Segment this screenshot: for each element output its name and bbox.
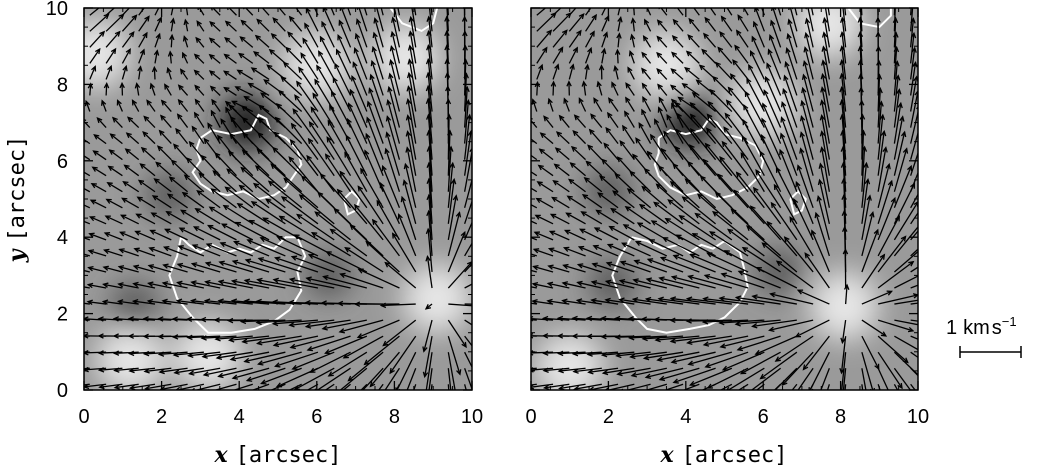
x-tick-label: 8 — [835, 406, 846, 428]
scale-bar-label: 1 km s−1 — [946, 314, 1017, 339]
y-tick-label: 4 — [57, 227, 68, 249]
left-y-tick-labels: 0 2 4 6 8 10 — [46, 0, 68, 402]
velocity-arrow — [425, 384, 432, 428]
dark-region — [584, 167, 632, 215]
y-tick-label: 10 — [46, 0, 68, 20]
x-tick-label: 2 — [156, 406, 167, 428]
x-tick-label: 0 — [78, 406, 89, 428]
x-tick-label: 10 — [907, 406, 929, 428]
left-x-tick-labels: 0 2 4 6 8 10 — [78, 406, 483, 428]
y-tick-label: 2 — [57, 304, 68, 326]
x-tick-label: 2 — [603, 406, 614, 428]
x-tick-label: 6 — [758, 406, 769, 428]
velocity-arrow — [448, 384, 453, 429]
velocity-scale-bar: 1 km s−1 — [946, 314, 1021, 358]
dark-region — [110, 282, 158, 330]
x-tick-label: 0 — [525, 406, 536, 428]
right-x-tick-labels: 0 2 4 6 8 10 — [525, 406, 929, 428]
bright-region — [536, 333, 604, 401]
velocity-arrow — [862, 384, 869, 428]
x-tick-label: 6 — [311, 406, 322, 428]
left-y-axis-label: y[arcsec] — [4, 136, 30, 264]
x-tick-label: 4 — [234, 406, 245, 428]
right-panel: 0 2 4 6 8 10 x [arcsec] — [513, 0, 955, 468]
y-tick-label: 6 — [57, 151, 68, 173]
left-x-axis-label: x [arcsec] — [213, 442, 341, 468]
y-tick-label: 0 — [57, 380, 68, 402]
x-tick-label: 8 — [389, 406, 400, 428]
right-x-axis-label: x [arcsec] — [659, 442, 787, 468]
x-tick-label: 4 — [680, 406, 691, 428]
left-panel: 0 2 4 6 8 10 0 2 4 6 8 10 x [arcsec] y[arcsec] — [4, 0, 504, 468]
y-tick-label: 8 — [57, 74, 68, 96]
x-tick-label: 10 — [461, 406, 483, 428]
